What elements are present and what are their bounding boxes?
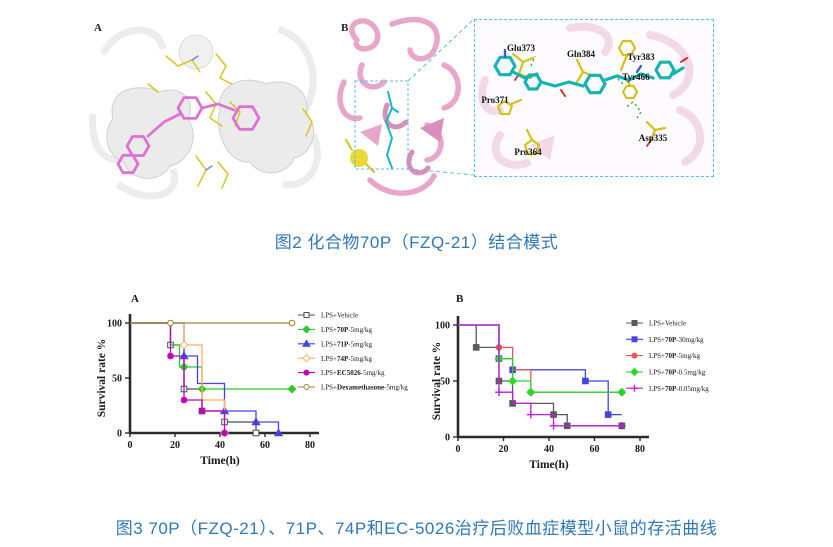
series-line-lps-70p-005 [458,324,622,427]
y-tick-label: 50 [112,374,122,385]
panel-b-label: B [341,22,349,34]
series-line-lps-74p-5 [130,322,226,433]
marker-lps-70p-5 [302,325,311,334]
residue-label-asp335: Asp335 [638,133,668,143]
legend-label-lps-74p-5: LPS+74P-5mg/kg [321,355,373,363]
series-line-lps-ec5026-5 [130,322,226,433]
figure3-caption: 图3 70P（FZQ-21）、71P、74P和EC-5026治疗后败血症模型小鼠… [115,519,718,538]
marker-lps-71p-5 [302,339,311,347]
series-line-lps-70p-5 [130,322,292,390]
marker-lps-70p-05 [526,387,536,397]
survival-chart-b: 0 20 40 60 80 0 50 100 Time(h) Survival rate % B LP… [431,293,709,471]
marker-lps-ec5026-5 [221,429,228,437]
legend-label-lps-71p-5: LPS+71P-5mg/kg [321,340,373,348]
legend-label-lps-70p-5b: LPS+70P-5mg/kg [649,352,701,360]
y-tick-label: 100 [435,321,450,332]
marker-lps-vehicle [303,312,310,318]
marker-lps-70p-5 [287,384,297,394]
series-line-lps-70p-05 [458,324,622,393]
marker-lps-70p-5b [631,352,638,359]
y-tick-label: 100 [107,319,122,330]
marker-lps-74p-5 [179,340,189,350]
legend-label-lps-70p-5: LPS+70P-5mg/kg [321,326,373,334]
inset-structure-image [478,22,705,169]
legend-label-lps-70p-005: LPS+70P-0.05mg/kg [649,385,709,393]
legend-label-lps-vehicle-b: LPS+Vehicle [649,320,686,328]
marker-lps-dexamethasone-5 [303,384,310,390]
chart-panel-label: B [456,293,464,305]
x-tick-label: 20 [170,440,180,451]
zoom-connector-lines [407,18,475,176]
residue-label-pro371: Pro371 [481,95,509,105]
series-line-lps-vehicle [130,322,257,433]
legend-label-lps-ec5026-5: LPS+EC5026-5mg/kg [321,369,385,377]
x-axis-label: Time(h) [200,455,240,467]
series-line-lps-vehicle-b [458,324,622,427]
panel-a-structure-image [89,25,321,200]
marker-lps-70p-05 [630,367,639,377]
marker-lps-70p-05 [617,387,627,397]
survival-chart-a: 0 20 40 60 80 0 50 100 Time(h) Survival rate % A LP… [96,293,408,467]
marker-lps-71p-5 [273,428,284,437]
x-tick-label: 40 [215,440,225,451]
series-line-lps-70p-5b [458,324,622,393]
marker-lps-ec5026-5 [303,369,310,376]
x-tick-label: 80 [635,444,645,455]
chart-panel-label: A [131,293,139,305]
x-tick-label: 20 [499,444,509,455]
panel-b-structure-image [337,16,461,196]
marker-lps-ec5026-5 [198,407,206,415]
marker-lps-70p-30 [631,336,638,343]
marker-lps-vehicle-b [472,344,480,351]
y-tick-label: 0 [117,429,122,440]
legend-label-lps-70p-05: LPS+70P-0.5mg/kg [649,369,706,377]
x-tick-label: 80 [305,440,315,451]
marker-lps-vehicle [252,429,260,437]
marker-lps-ec5026-5 [167,352,174,360]
marker-lps-70p-30 [604,411,612,418]
residue-label-pro364: Pro364 [514,147,542,157]
series-line-lps-70p-30 [458,324,622,416]
residue-label-glu373: Glu373 [506,43,536,53]
marker-lps-vehicle-b [631,320,638,326]
marker-lps-ec5026-5 [180,396,188,404]
residue-label-gln384: Gln384 [566,49,596,59]
x-axis-label: Time(h) [529,459,569,471]
panel-b-ribbon-overview: B [332,10,472,208]
x-tick-label: 60 [590,444,600,455]
marker-lps-70p-05 [508,376,518,386]
x-tick-label: 0 [128,440,133,451]
marker-lps-70p-30 [582,377,589,385]
x-tick-label: 40 [544,444,554,455]
x-tick-label: 60 [260,440,270,451]
y-tick-label: 50 [440,377,450,388]
legend-label-lps-vehicle: LPS+Vehicle [321,312,358,320]
residue-label-tyr466: Tyr466 [622,72,650,82]
panel-a-binding-surface: A [88,14,330,208]
marker-lps-71p-5 [251,417,261,426]
binding-site-inset: Glu373 Gln384 Tyr383 Tyr466 Pro371 Asp335 Pro3… [474,19,714,177]
panel-a-label: A [94,22,102,34]
x-tick-label: 0 [456,444,461,455]
marker-lps-dexamethasone-5 [167,319,174,327]
figure2-caption: 图2 化合物70P（FZQ-21）结合模式 [274,233,559,252]
marker-lps-dexamethasone-5 [288,319,296,327]
y-tick-label: 0 [445,433,450,444]
series-line-lps-71p-5 [130,322,280,433]
residue-label-tyr383: Tyr383 [627,52,655,62]
y-axis-label: Survival rate % [431,342,443,421]
marker-lps-74p-5 [302,353,311,363]
legend-label-lps-dexamethasone-5: LPS+Dexamethasone-5mg/kg [321,384,408,392]
y-axis-label: Survival rate % [96,339,108,418]
legend-label-lps-70p-30: LPS+70P-30mg/kg [649,336,704,344]
